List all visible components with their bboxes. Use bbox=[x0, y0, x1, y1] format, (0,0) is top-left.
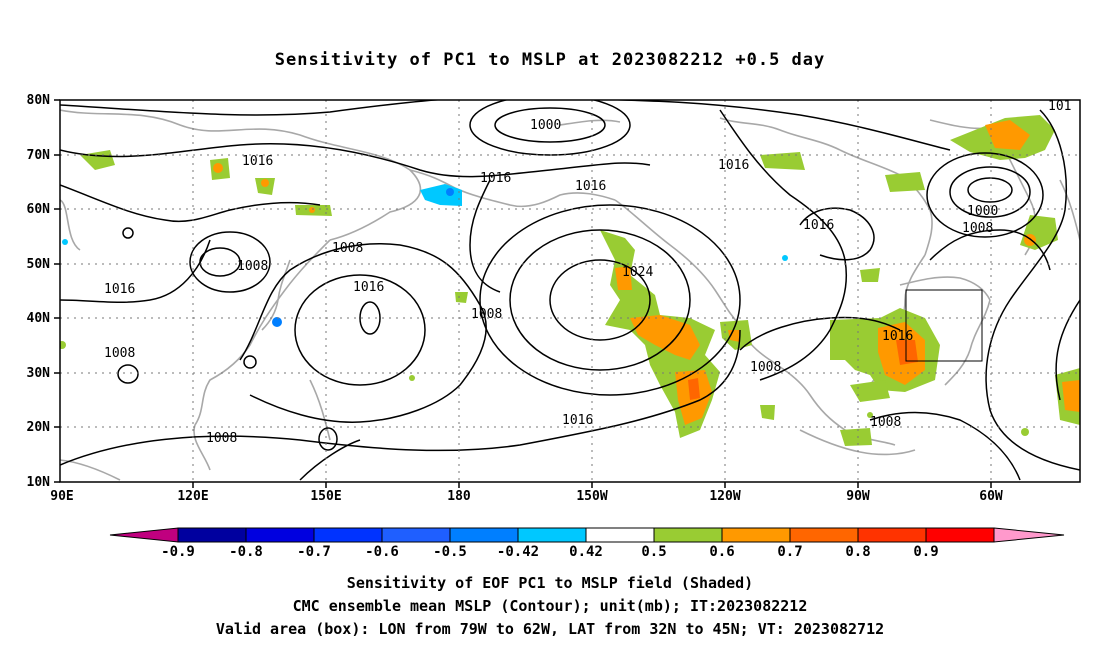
colorbar-tick-label: 0.9 bbox=[913, 544, 939, 560]
lon-label: 120W bbox=[709, 489, 740, 504]
lon-label: 60W bbox=[979, 489, 1003, 504]
colorbar-swatch bbox=[585, 527, 655, 543]
colorbar-swatch bbox=[857, 527, 927, 543]
coastlines bbox=[60, 109, 1080, 481]
mslp-contours bbox=[60, 100, 1080, 481]
colorbar-swatch bbox=[245, 527, 315, 543]
caption-line-3: Valid area (box): LON from 79W to 62W, L… bbox=[215, 620, 885, 638]
lon-label: 180 bbox=[447, 489, 471, 504]
colorbar-swatch bbox=[313, 527, 383, 543]
lat-label: 60N bbox=[27, 202, 51, 217]
lon-label: 90W bbox=[846, 489, 870, 504]
lon-label: 120E bbox=[177, 489, 208, 504]
colorbar-tick-label: 0.8 bbox=[845, 544, 871, 560]
contour-label: 1008 bbox=[237, 259, 268, 274]
colorbar-arrow-low bbox=[109, 527, 179, 543]
lat-label: 40N bbox=[27, 311, 51, 326]
colorbar-swatch bbox=[517, 527, 587, 543]
contour-label: 1008 bbox=[206, 431, 237, 446]
plot-area bbox=[60, 100, 1080, 482]
sensitivity-shading bbox=[60, 115, 1080, 446]
valid-area-box bbox=[905, 289, 983, 362]
contour-label: 1008 bbox=[870, 415, 901, 430]
colorbar-tick-label: -0.5 bbox=[433, 544, 467, 560]
contour-label: 1016 bbox=[882, 329, 913, 344]
colorbar-tick-label: 0.7 bbox=[777, 544, 803, 560]
colorbar-tick-label: -0.42 bbox=[496, 544, 540, 560]
contour-label: 1000 bbox=[967, 204, 998, 219]
lat-label: 20N bbox=[27, 420, 51, 435]
contour-label: 1016 bbox=[242, 154, 273, 169]
colorbar-swatch bbox=[721, 527, 791, 543]
lat-label: 80N bbox=[27, 93, 51, 108]
contour-labels: 1000 1016 1016 1016 1016 1016 1024 1008 … bbox=[104, 99, 1071, 446]
axis-ticks bbox=[54, 99, 992, 488]
contour-label: 1000 bbox=[530, 118, 561, 133]
colorbar-arrow-high bbox=[993, 527, 1065, 543]
lon-label: 150W bbox=[576, 489, 607, 504]
colorbar-tick-label: -0.8 bbox=[229, 544, 263, 560]
colorbar-swatch bbox=[925, 527, 995, 543]
contour-label: 1016 bbox=[480, 171, 511, 186]
map-title: Sensitivity of PC1 to MSLP at 2023082212… bbox=[274, 50, 826, 70]
colorbar-swatch bbox=[449, 527, 519, 543]
contour-label: 1016 bbox=[575, 179, 606, 194]
contour-label: 1016 bbox=[803, 218, 834, 233]
contour-label: 1008 bbox=[104, 346, 135, 361]
lon-label: 90E bbox=[50, 489, 73, 504]
colorbar bbox=[109, 527, 1065, 543]
contour-label: 1008 bbox=[750, 360, 781, 375]
plot-frame bbox=[59, 99, 1081, 483]
colorbar-tick-label: -0.7 bbox=[297, 544, 331, 560]
caption-line-2: CMC ensemble mean MSLP (Contour); unit(m… bbox=[292, 597, 808, 615]
contour-label: 1016 bbox=[104, 282, 135, 297]
colorbar-swatch bbox=[177, 527, 247, 543]
lat-label: 10N bbox=[27, 475, 51, 490]
contour-label: 1016 bbox=[562, 413, 593, 428]
colorbar-tick-label: -0.6 bbox=[365, 544, 399, 560]
contour-label: 1016 bbox=[353, 280, 384, 295]
colorbar-tick-label: -0.9 bbox=[161, 544, 195, 560]
contour-label: 1008 bbox=[471, 307, 502, 322]
colorbar-swatch bbox=[653, 527, 723, 543]
lat-label: 70N bbox=[27, 148, 51, 163]
contour-label: 1024 bbox=[622, 265, 653, 280]
colorbar-tick-label: 0.42 bbox=[569, 544, 603, 560]
caption-line-1: Sensitivity of EOF PC1 to MSLP field (Sh… bbox=[346, 574, 754, 592]
colorbar-tick-label: 0.6 bbox=[709, 544, 735, 560]
colorbar-swatch bbox=[381, 527, 451, 543]
contour-label: 1016 bbox=[718, 158, 749, 173]
colorbar-swatch bbox=[789, 527, 859, 543]
lon-label: 150E bbox=[310, 489, 341, 504]
contour-label: 1008 bbox=[332, 241, 363, 256]
graticule bbox=[60, 100, 1080, 482]
contour-label: 101 bbox=[1048, 99, 1071, 114]
contour-label: 1008 bbox=[962, 221, 993, 236]
lat-label: 50N bbox=[27, 257, 51, 272]
lat-label: 30N bbox=[27, 366, 51, 381]
colorbar-tick-label: 0.5 bbox=[641, 544, 667, 560]
